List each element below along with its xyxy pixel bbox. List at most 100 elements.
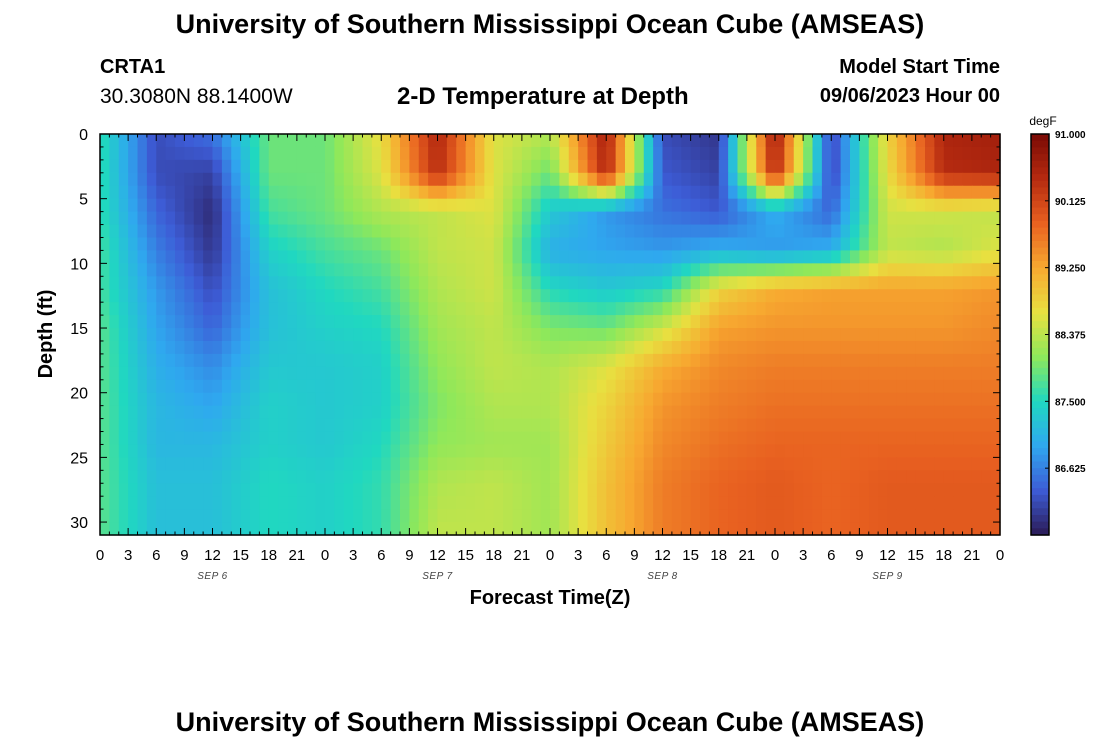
heatmap-cell bbox=[128, 172, 139, 187]
heatmap-cell bbox=[231, 211, 242, 226]
heatmap-cell bbox=[212, 198, 223, 213]
heatmap-cell bbox=[634, 522, 645, 536]
heatmap-cell bbox=[643, 470, 654, 484]
heatmap-cell bbox=[934, 315, 945, 329]
heatmap-cell bbox=[400, 159, 410, 174]
heatmap-cell bbox=[437, 134, 448, 148]
heatmap-cell bbox=[653, 289, 664, 303]
heatmap-cell bbox=[221, 328, 232, 342]
heatmap-cell bbox=[925, 509, 935, 523]
heatmap-cell bbox=[503, 134, 514, 148]
heatmap-cell bbox=[821, 405, 832, 420]
heatmap-cell bbox=[765, 198, 776, 213]
heatmap-cell bbox=[362, 483, 373, 497]
heatmap-cell bbox=[953, 509, 964, 523]
heatmap-cell bbox=[934, 211, 945, 226]
heatmap-cell bbox=[756, 263, 767, 277]
heatmap-cell bbox=[484, 470, 495, 484]
heatmap-cell bbox=[981, 509, 992, 523]
heatmap-cell bbox=[653, 211, 664, 226]
heatmap-cell bbox=[596, 289, 607, 303]
heatmap-cell bbox=[943, 315, 954, 329]
heatmap-cell bbox=[137, 146, 148, 161]
heatmap-cell bbox=[184, 366, 195, 381]
heatmap-cell bbox=[943, 276, 954, 290]
heatmap-cell bbox=[362, 250, 373, 264]
heatmap-cell bbox=[596, 159, 607, 174]
heatmap-cell bbox=[231, 289, 242, 303]
x-tick-label: 15 bbox=[457, 547, 474, 564]
x-day-label: SEP 7 bbox=[422, 571, 452, 582]
heatmap-cell bbox=[850, 211, 860, 226]
heatmap-cell bbox=[587, 134, 598, 148]
heatmap-cell bbox=[803, 340, 814, 355]
heatmap-cell bbox=[962, 328, 973, 342]
heatmap-cell bbox=[634, 340, 645, 355]
heatmap-cell bbox=[193, 237, 204, 252]
colorbar-segment bbox=[1031, 140, 1049, 148]
heatmap-cell bbox=[156, 276, 167, 290]
heatmap-cell bbox=[756, 250, 767, 264]
heatmap-cell bbox=[137, 198, 148, 213]
heatmap-cell bbox=[475, 315, 485, 329]
heatmap-cell bbox=[137, 134, 148, 148]
heatmap-cell bbox=[803, 315, 814, 329]
heatmap-cell bbox=[953, 431, 964, 446]
heatmap-cell bbox=[175, 276, 185, 290]
heatmap-cell bbox=[512, 172, 523, 187]
heatmap-cell bbox=[746, 263, 757, 277]
heatmap-cell bbox=[371, 146, 382, 161]
heatmap-cell bbox=[259, 353, 270, 368]
heatmap-cell bbox=[840, 457, 851, 471]
heatmap-cell bbox=[156, 457, 167, 471]
heatmap-cell bbox=[943, 444, 954, 458]
heatmap-cell bbox=[653, 302, 664, 316]
heatmap-cell bbox=[681, 353, 692, 368]
heatmap-cell bbox=[278, 379, 289, 394]
heatmap-cell bbox=[671, 470, 682, 484]
heatmap-cell bbox=[493, 289, 504, 303]
heatmap-cell bbox=[109, 172, 120, 187]
heatmap-cell bbox=[146, 276, 157, 290]
heatmap-cell bbox=[784, 418, 795, 433]
heatmap-cell bbox=[334, 470, 345, 484]
heatmap-cell bbox=[831, 353, 842, 368]
heatmap-cell bbox=[109, 379, 120, 394]
heatmap-cell bbox=[353, 328, 364, 342]
colorbar-tick-label: 90.125 bbox=[1055, 197, 1086, 208]
heatmap-cell bbox=[475, 198, 485, 213]
heatmap-cell bbox=[775, 353, 785, 368]
heatmap-cell bbox=[531, 250, 542, 264]
heatmap-cell bbox=[268, 146, 279, 161]
heatmap-cell bbox=[212, 159, 223, 174]
heatmap-cell bbox=[803, 159, 814, 174]
heatmap-cell bbox=[662, 405, 673, 420]
heatmap-cell bbox=[906, 405, 917, 420]
colorbar-segment bbox=[1031, 414, 1049, 422]
heatmap-cell bbox=[990, 250, 1001, 264]
heatmap-cell bbox=[146, 405, 157, 420]
heatmap-cell bbox=[859, 224, 870, 239]
heatmap-cell bbox=[100, 522, 110, 536]
heatmap-cell bbox=[568, 276, 579, 290]
heatmap-cell bbox=[812, 405, 823, 420]
colorbar-segment bbox=[1031, 240, 1049, 249]
heatmap-cell bbox=[128, 198, 139, 213]
heatmap-cell bbox=[559, 134, 570, 148]
heatmap-cell bbox=[306, 392, 317, 407]
heatmap-cell bbox=[221, 470, 232, 484]
heatmap-cell bbox=[765, 431, 776, 446]
heatmap-cell bbox=[634, 444, 645, 458]
heatmap-cell bbox=[268, 522, 279, 536]
heatmap-cell bbox=[475, 392, 485, 407]
heatmap-cell bbox=[681, 250, 692, 264]
heatmap-cell bbox=[775, 302, 785, 316]
heatmap-cell bbox=[803, 172, 814, 187]
heatmap-cell bbox=[259, 392, 270, 407]
heatmap-cell bbox=[981, 444, 992, 458]
heatmap-cell bbox=[934, 496, 945, 510]
heatmap-cell bbox=[840, 289, 851, 303]
x-tick-label: 12 bbox=[879, 547, 896, 564]
heatmap-cell bbox=[606, 134, 617, 148]
heatmap-cell bbox=[287, 418, 298, 433]
